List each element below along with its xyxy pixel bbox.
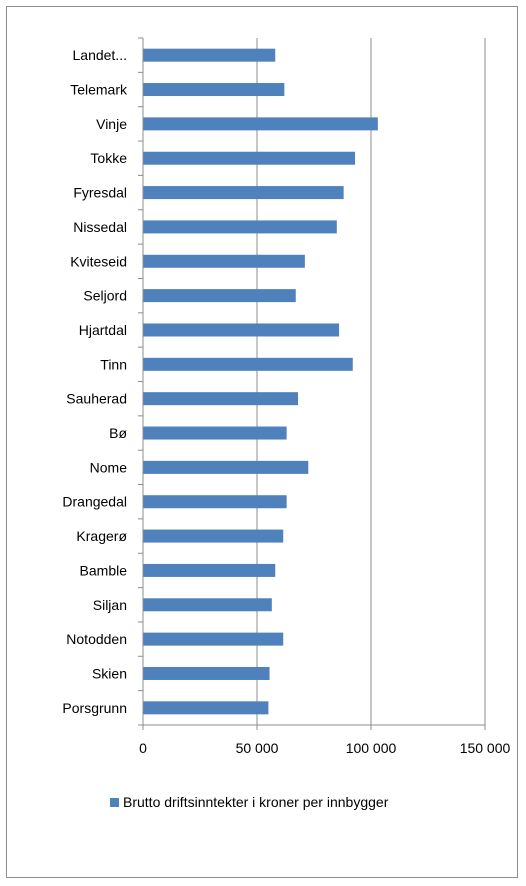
category-label: Siljan (93, 597, 127, 613)
category-label: Kviteseid (70, 253, 127, 269)
category-label: Nissedal (73, 219, 127, 235)
x-tick-label: 100 000 (346, 740, 397, 756)
category-label: Tokke (90, 150, 127, 166)
category-label: Tinn (100, 356, 127, 372)
x-tick-label: 50 000 (236, 740, 279, 756)
bar (143, 48, 276, 62)
gridlines (256, 38, 486, 725)
category-label: Skien (92, 665, 127, 681)
bars (143, 48, 378, 715)
category-label: Bamble (80, 562, 128, 578)
bar (143, 426, 287, 440)
category-label: Fyresdal (73, 185, 127, 201)
bar (143, 117, 378, 131)
axes (138, 37, 486, 730)
tick-labels: 0 50 000 100 000 150 000 (139, 740, 510, 756)
bar (143, 598, 272, 612)
category-label: Seljord (83, 288, 127, 304)
bar (143, 563, 276, 577)
bar (143, 529, 284, 543)
bar (143, 254, 305, 268)
category-label: Bø (109, 425, 127, 441)
category-label: Kragerø (76, 528, 127, 544)
category-label: Sauherad (66, 391, 127, 407)
bar (143, 151, 356, 165)
x-tick-label: 150 000 (460, 740, 511, 756)
bar (143, 186, 344, 200)
x-tick-label: 0 (139, 740, 147, 756)
category-label: Notodden (66, 631, 127, 647)
chart-frame (6, 6, 518, 878)
bar (143, 392, 299, 406)
category-label: Nome (90, 459, 128, 475)
bar (143, 323, 340, 337)
category-label: Telemark (70, 82, 128, 98)
bar (143, 495, 287, 509)
category-label: Vinje (96, 116, 127, 132)
bar (143, 357, 353, 371)
legend-swatch (110, 797, 119, 807)
category-label: Porsgrunn (62, 700, 127, 716)
category-label: Drangedal (62, 494, 127, 510)
legend-label: Brutto driftsinntekter i kroner per innb… (123, 794, 389, 810)
bar (143, 220, 337, 234)
legend: Brutto driftsinntekter i kroner per innb… (110, 794, 388, 810)
bar (143, 460, 309, 474)
category-label: Hjartdal (79, 322, 127, 338)
category-label: Landet... (73, 47, 128, 63)
bar (143, 632, 284, 646)
category-labels: Landet... Telemark Vinje Tokke Fyresdal Nisse… (62, 47, 128, 716)
bar (143, 83, 285, 97)
bar (143, 701, 269, 715)
bar (143, 666, 270, 680)
bar (143, 289, 296, 303)
